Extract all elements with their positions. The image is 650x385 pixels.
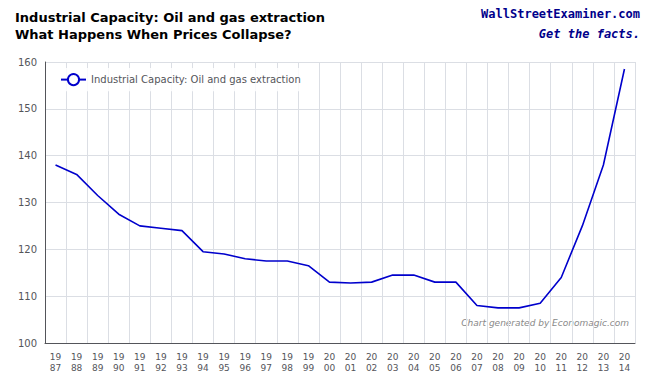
svg-text:20: 20 [492,352,504,362]
svg-text:99: 99 [303,363,315,373]
svg-text:02: 02 [366,363,377,373]
svg-text:14: 14 [619,363,631,373]
svg-text:WallStreetExaminer.com: WallStreetExaminer.com [481,7,640,21]
svg-text:19: 19 [239,352,251,362]
svg-text:91: 91 [134,363,145,373]
svg-text:19: 19 [50,352,62,362]
svg-text:19: 19 [282,352,294,362]
svg-text:20: 20 [387,352,399,362]
svg-text:20: 20 [345,352,357,362]
svg-text:Chart generated by Economagic.: Chart generated by Economagic.com [461,318,629,328]
svg-text:98: 98 [282,363,294,373]
svg-text:01: 01 [345,363,356,373]
svg-text:20: 20 [408,352,420,362]
svg-text:19: 19 [218,352,230,362]
svg-text:19: 19 [197,352,209,362]
svg-text:What Happens When Prices Colla: What Happens When Prices Collapse? [15,27,292,42]
svg-text:04: 04 [408,363,420,373]
svg-text:160: 160 [18,57,37,68]
svg-text:Get the facts.: Get the facts. [539,27,640,41]
svg-text:88: 88 [71,363,83,373]
svg-text:Industrial Capacity: Oil and g: Industrial Capacity: Oil and gas extract… [15,10,325,25]
svg-text:09: 09 [513,363,525,373]
svg-text:140: 140 [18,150,37,161]
svg-text:94: 94 [197,363,209,373]
svg-text:19: 19 [155,352,167,362]
svg-text:12: 12 [577,363,588,373]
svg-text:90: 90 [113,363,125,373]
svg-text:00: 00 [324,363,336,373]
svg-text:20: 20 [534,352,546,362]
svg-text:110: 110 [18,291,37,302]
svg-text:87: 87 [50,363,61,373]
svg-text:100: 100 [18,338,37,349]
svg-text:95: 95 [218,363,229,373]
svg-text:92: 92 [155,363,166,373]
svg-text:10: 10 [534,363,546,373]
svg-text:20: 20 [471,352,483,362]
svg-text:20: 20 [450,352,462,362]
svg-text:Industrial Capacity: Oil and g: Industrial Capacity: Oil and gas extract… [91,74,301,85]
svg-text:06: 06 [450,363,462,373]
svg-text:20: 20 [598,352,610,362]
svg-text:19: 19 [303,352,315,362]
svg-text:20: 20 [324,352,336,362]
svg-text:07: 07 [471,363,482,373]
svg-text:130: 130 [18,197,37,208]
svg-text:19: 19 [92,352,104,362]
svg-text:120: 120 [18,244,37,255]
svg-text:05: 05 [429,363,440,373]
svg-text:150: 150 [18,103,37,114]
svg-text:19: 19 [176,352,188,362]
svg-text:19: 19 [71,352,83,362]
svg-text:03: 03 [387,363,398,373]
svg-text:19: 19 [134,352,146,362]
svg-text:96: 96 [239,363,251,373]
svg-text:11: 11 [556,363,567,373]
svg-text:20: 20 [619,352,631,362]
svg-text:19: 19 [261,352,273,362]
svg-text:20: 20 [577,352,589,362]
svg-text:97: 97 [261,363,272,373]
svg-text:08: 08 [492,363,504,373]
svg-text:19: 19 [113,352,125,362]
svg-text:20: 20 [366,352,378,362]
svg-text:89: 89 [92,363,104,373]
svg-text:20: 20 [513,352,525,362]
svg-text:93: 93 [176,363,187,373]
svg-text:13: 13 [598,363,609,373]
svg-text:20: 20 [429,352,441,362]
svg-text:20: 20 [556,352,568,362]
